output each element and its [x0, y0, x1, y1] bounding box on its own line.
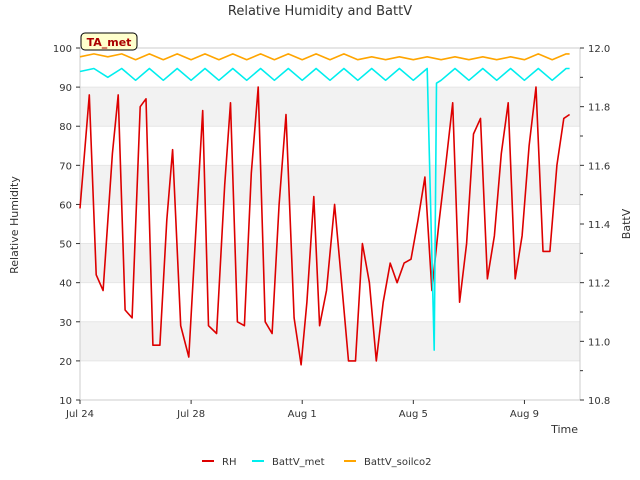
- y-axis-label-left: Relative Humidity: [8, 176, 21, 274]
- y-left-tick-label: 10: [59, 396, 72, 407]
- y-left-tick-label: 70: [59, 161, 72, 172]
- y-left-tick-label: 60: [59, 200, 72, 211]
- legend-item: BattV_soilco2: [344, 457, 432, 468]
- grid-band: [80, 321, 580, 361]
- legend-label: BattV_soilco2: [364, 457, 432, 468]
- y-right-tick-label: 11.0: [588, 337, 610, 348]
- series-line-battv-met: [79, 67, 570, 351]
- station-badge-label: TA_met: [87, 36, 132, 49]
- x-tick-label: Aug 1: [288, 409, 317, 420]
- station-badge: TA_met: [80, 32, 138, 51]
- legend-label: BattV_met: [272, 457, 325, 468]
- x-tick-label: Aug 5: [399, 409, 428, 420]
- x-tick-label: Jul 24: [65, 409, 94, 420]
- y-axis-label-right: BattV: [620, 208, 633, 239]
- y-left-tick-label: 100: [53, 44, 72, 55]
- chart-title: Relative Humidity and BattV: [228, 4, 412, 19]
- x-tick-label: Aug 9: [510, 409, 539, 420]
- y-left-tick-label: 40: [59, 279, 72, 290]
- legend: RH BattV_met BattV_soilco2: [202, 457, 432, 468]
- y-right-tick-label: 10.8: [588, 396, 610, 407]
- y-left-tick-label: 30: [59, 318, 72, 329]
- y-left-tick-label: 90: [59, 83, 72, 94]
- series-layer: [79, 53, 571, 366]
- grid-band: [80, 165, 580, 205]
- y-right-tick-label: 12.0: [588, 44, 610, 55]
- y-left-tick-label: 50: [59, 240, 72, 251]
- y-axis-left-ticks: 10 20 30 40 50 60 70 80 90 100: [53, 44, 80, 407]
- legend-item: RH: [202, 457, 236, 468]
- x-tick-label: Jul 28: [176, 409, 205, 420]
- grid-bands: [80, 47, 580, 401]
- y-right-tick-label: 11.4: [588, 220, 610, 231]
- legend-label: RH: [222, 457, 236, 468]
- x-axis-label: Time: [550, 423, 578, 436]
- x-axis-ticks: Jul 24 Jul 28 Aug 1 Aug 5 Aug 9: [65, 400, 539, 420]
- legend-item: BattV_met: [252, 457, 325, 468]
- y-left-tick-label: 80: [59, 122, 72, 133]
- y-right-tick-label: 11.2: [588, 279, 610, 290]
- station-badge-box: [80, 32, 138, 51]
- series-line-battv-soilco2: [79, 53, 570, 61]
- grid-band: [80, 87, 580, 127]
- y-left-tick-label: 20: [59, 357, 72, 368]
- y-right-tick-label: 11.8: [588, 103, 610, 114]
- y-right-tick-label: 11.6: [588, 161, 610, 172]
- y-axis-right-ticks: 10.8 11.0 11.2 11.4 11.6 11.8 12.0: [580, 44, 610, 407]
- series-line-rh: [79, 86, 571, 366]
